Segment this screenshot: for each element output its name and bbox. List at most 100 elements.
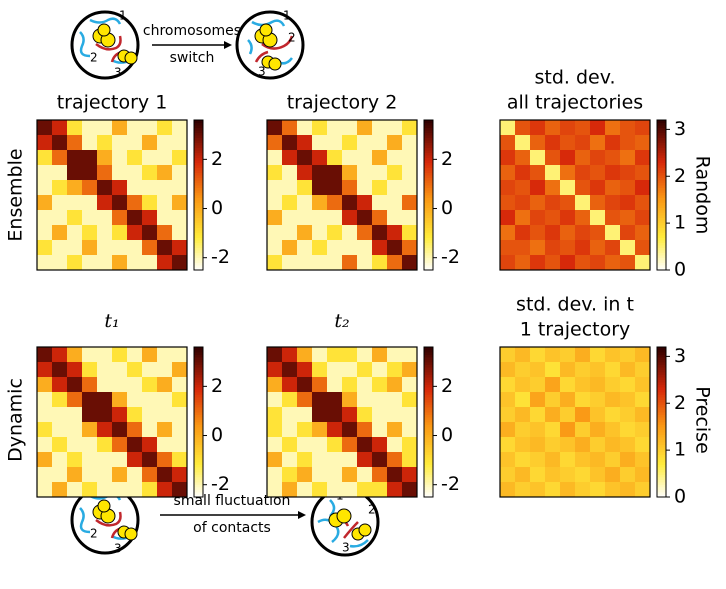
heatmap-cell	[500, 210, 516, 226]
colorbar-segment	[657, 237, 666, 241]
heatmap-cell	[590, 255, 606, 271]
heatmap-cell	[327, 180, 343, 196]
colorbar-segment	[657, 227, 666, 231]
heatmap-cell	[142, 165, 158, 181]
colorbar-segment	[657, 162, 666, 166]
colorbar-segment	[424, 394, 433, 398]
colorbar-segment	[194, 160, 203, 163]
colorbar-segment	[657, 482, 666, 485]
heatmap-cell	[67, 120, 83, 136]
heatmap-cell	[282, 362, 298, 378]
heatmap-cell	[605, 482, 621, 498]
colorbar-segment	[194, 205, 203, 208]
heatmap-cell	[605, 165, 621, 181]
colorbar-segment	[424, 374, 433, 378]
heatmap-cell	[157, 437, 173, 453]
colorbar-segment	[657, 484, 666, 488]
heatmap-cell	[127, 392, 143, 408]
heatmap-cell	[282, 482, 298, 498]
heatmap-cell	[402, 135, 418, 151]
heatmap-cell	[37, 452, 53, 468]
heatmap-cell	[357, 392, 373, 408]
colorbar-segment	[424, 447, 433, 450]
heatmap-cell	[112, 180, 128, 196]
colorbar-segment	[657, 182, 666, 186]
colorbar-segment	[194, 250, 203, 253]
heatmap-cell	[620, 255, 636, 271]
heatmap-cell	[37, 407, 53, 423]
heatmap-cell	[590, 180, 606, 196]
heatmap-cell	[267, 482, 283, 498]
colorbar-segment	[194, 467, 203, 470]
heatmap-cell	[127, 210, 143, 226]
colorbar-segment	[194, 260, 203, 263]
heatmap-cell	[142, 180, 158, 196]
heatmap: 0 1 2 3 std. dev. all trajectories	[499, 67, 686, 281]
colorbar-segment	[424, 197, 433, 201]
chart-title: std. dev. in t	[516, 294, 634, 316]
heatmap-cell	[172, 165, 188, 181]
heatmap-cell	[67, 407, 83, 423]
colorbar-segment	[194, 202, 203, 206]
colorbar-segment	[657, 469, 666, 473]
heatmap-cell	[545, 255, 561, 271]
heatmap-cell	[387, 165, 403, 181]
colorbar-segment	[424, 454, 433, 458]
heatmap-cell	[52, 255, 68, 271]
heatmap-cell	[282, 150, 298, 166]
heatmap-cell	[545, 377, 561, 393]
heatmap-cell	[605, 377, 621, 393]
colorbar-segment	[657, 187, 666, 191]
heatmap-cell	[605, 347, 621, 363]
heatmap-cell	[342, 437, 358, 453]
colorbar-segment	[657, 399, 666, 403]
heatmap-cell	[267, 362, 283, 378]
heatmap-cell	[357, 362, 373, 378]
colorbar-segment	[657, 125, 666, 128]
schematic-number: 2	[368, 503, 376, 517]
colorbar-segment	[657, 379, 666, 383]
heatmap-cell	[172, 422, 188, 438]
heatmap-cell	[127, 240, 143, 256]
heatmap-cell	[402, 255, 418, 271]
colorbar-segment	[657, 419, 666, 423]
heatmap-cell	[267, 240, 283, 256]
heatmap-cell	[157, 467, 173, 483]
heatmap-cell	[312, 150, 328, 166]
heatmap-cell	[605, 467, 621, 483]
heatmap-cell	[172, 240, 188, 256]
heatmap-cell	[372, 255, 388, 271]
heatmap-cell	[157, 452, 173, 468]
colorbar-segment	[424, 145, 433, 148]
heatmap-cell	[387, 120, 403, 136]
colorbar-tick-label: 0	[211, 424, 223, 446]
heatmap-cell	[530, 195, 546, 211]
heatmap-cell	[605, 422, 621, 438]
heatmap-cell	[297, 225, 313, 241]
heatmap-cell	[67, 347, 83, 363]
heatmap-cell	[590, 120, 606, 136]
heatmap-cell	[342, 452, 358, 468]
heatmap-cell	[387, 392, 403, 408]
heatmap-cell	[500, 392, 516, 408]
heatmap-cell	[575, 195, 591, 211]
heatmap-cell	[282, 195, 298, 211]
colorbar-segment	[657, 180, 666, 183]
heatmap-cell	[635, 437, 651, 453]
colorbar-segment	[657, 489, 666, 493]
heatmap-cell	[67, 392, 83, 408]
heatmap-cell	[530, 347, 546, 363]
colorbar-segment	[424, 202, 433, 206]
colorbar-segment	[657, 347, 666, 350]
heatmap-cell	[82, 195, 98, 211]
heatmap-cell	[97, 422, 113, 438]
heatmap: -2 0 2 t₁	[36, 310, 230, 498]
heatmap-cell	[635, 467, 651, 483]
heatmap-cell	[82, 422, 98, 438]
colorbar-segment	[657, 434, 666, 438]
colorbar-segment	[424, 155, 433, 158]
heatmap-cell	[157, 347, 173, 363]
heatmap-cell	[312, 180, 328, 196]
colorbar-segment	[657, 487, 666, 490]
heatmap-cell	[545, 165, 561, 181]
